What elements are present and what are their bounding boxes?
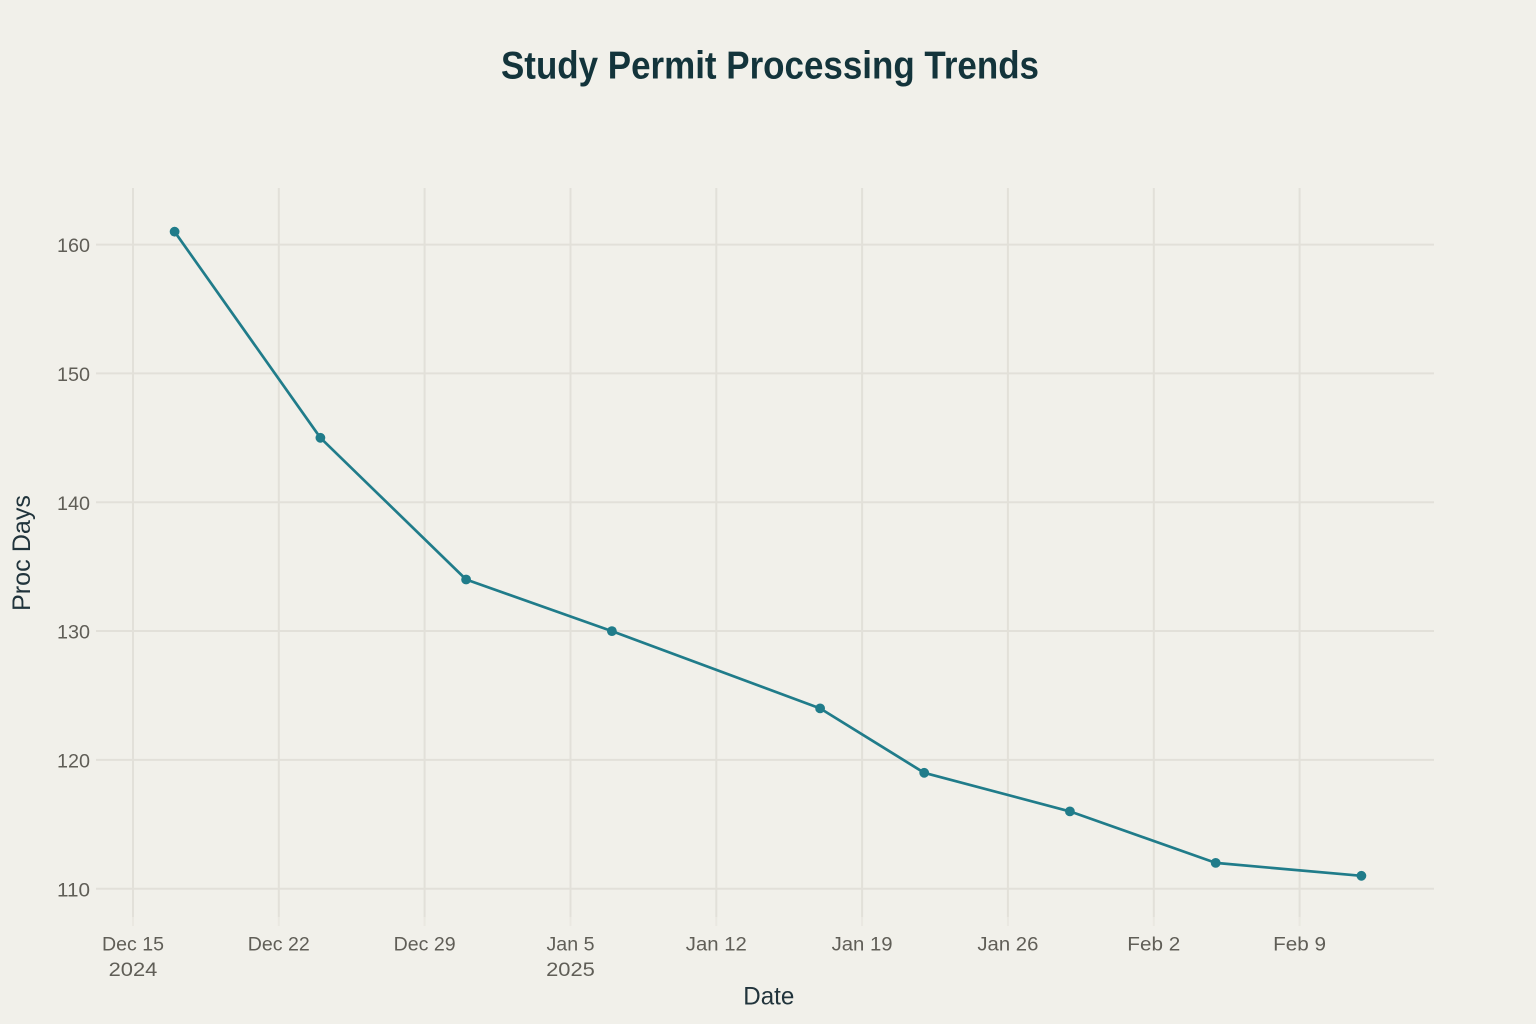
svg-text:Study Permit Processing Trends: Study Permit Processing Trends [501,44,1039,87]
svg-text:2025: 2025 [546,960,595,981]
svg-text:120: 120 [57,752,90,773]
svg-text:Dec 29: Dec 29 [394,934,456,955]
svg-text:Jan 19: Jan 19 [832,934,893,955]
svg-text:2024: 2024 [109,960,158,981]
svg-text:Date: Date [743,983,794,1011]
svg-text:Feb 9: Feb 9 [1273,934,1326,955]
svg-text:Dec 22: Dec 22 [248,934,310,955]
svg-text:Jan 26: Jan 26 [977,934,1038,955]
svg-text:140: 140 [57,494,90,515]
svg-text:110: 110 [57,880,90,901]
svg-text:Dec 15: Dec 15 [102,934,164,955]
svg-text:Proc Days: Proc Days [8,495,36,611]
svg-text:130: 130 [57,623,90,644]
svg-text:Jan 5: Jan 5 [547,934,595,955]
svg-text:Jan 12: Jan 12 [686,934,747,955]
svg-text:160: 160 [57,236,90,257]
svg-text:150: 150 [57,365,90,386]
svg-text:Feb 2: Feb 2 [1127,934,1180,955]
